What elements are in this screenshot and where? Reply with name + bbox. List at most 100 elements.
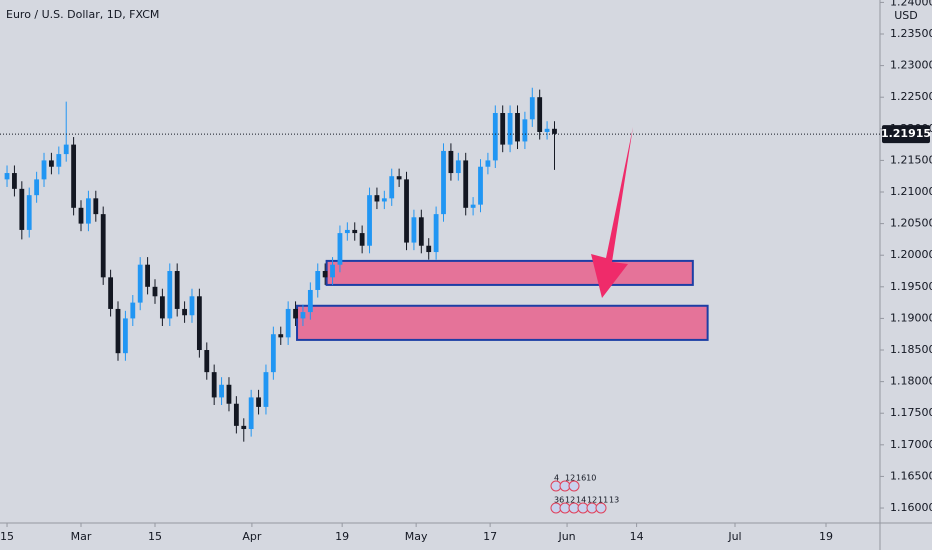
candle-body (441, 150, 446, 215)
candle-body (12, 173, 17, 189)
y-axis-label: USD (894, 9, 918, 22)
candle-body (182, 308, 187, 316)
candle-body (145, 264, 150, 287)
candle-body (78, 207, 84, 224)
candle-body (256, 397, 261, 407)
event-count: 36 (554, 496, 564, 505)
candle-body (189, 296, 195, 316)
x-tick-label: Jun (557, 530, 575, 543)
x-tick-label: 19 (819, 530, 833, 543)
candle-body (485, 160, 491, 167)
x-tick-label: Apr (242, 530, 262, 543)
candle-body (500, 113, 506, 145)
chart-title: Euro / U.S. Dollar, 1D, FXCM (6, 8, 159, 21)
candle-body (411, 217, 417, 243)
y-tick-label: 1.18500 (890, 343, 932, 356)
event-icon (568, 480, 580, 492)
arrow (591, 127, 633, 298)
event-count: 14 (576, 496, 586, 505)
candle-body (470, 204, 476, 208)
y-tick-label: 1.22500 (890, 90, 932, 103)
candle-body (478, 166, 483, 205)
candle-body (63, 144, 69, 155)
candle-body (41, 160, 47, 180)
candle-body (137, 264, 143, 303)
x-tick-label: Jul (727, 530, 741, 543)
x-tick-label: 15 (0, 530, 14, 543)
event-count: 12 (565, 474, 575, 483)
candle-body (515, 113, 520, 142)
candle-body (544, 128, 550, 132)
candle-body (344, 229, 350, 234)
y-tick-label: 1.20500 (890, 217, 932, 230)
y-tick-label: 1.19500 (890, 280, 932, 293)
candle-body (307, 289, 313, 313)
y-tick-label: 1.16500 (890, 469, 932, 482)
candle-body (529, 97, 535, 120)
y-tick-label: 1.24000 (890, 0, 932, 8)
candle-body (196, 296, 202, 351)
candle-body (19, 188, 25, 230)
y-tick-label: 1.21500 (890, 153, 932, 166)
candle-body (448, 150, 454, 174)
candle-body (359, 233, 365, 246)
candle-body (56, 154, 62, 167)
y-tick-label: 1.18000 (890, 375, 932, 388)
event-count: 1610 (576, 474, 596, 483)
candle-body (71, 144, 77, 208)
candle-body (159, 296, 165, 319)
candle-body (248, 397, 254, 430)
candle-body (211, 372, 217, 398)
candle-body (537, 97, 543, 132)
x-tick-label: Mar (71, 530, 92, 543)
candle-body (93, 198, 99, 215)
candle-body (315, 271, 321, 290)
last-price-label: 1.21915 (881, 127, 931, 140)
candle-body (226, 384, 232, 404)
candle-body (352, 229, 358, 234)
zone (325, 259, 694, 286)
candle-body (49, 160, 54, 167)
candle-body (86, 198, 91, 224)
y-tick-label: 1.23000 (890, 59, 932, 72)
x-tick-label: 19 (335, 530, 349, 543)
candle-body (507, 113, 513, 145)
y-tick-label: 1.17500 (890, 406, 932, 419)
candle-body (426, 245, 432, 253)
x-tick-label: 14 (630, 530, 644, 543)
candle-body (389, 176, 395, 199)
candle-body (455, 160, 461, 174)
y-tick-label: 1.23500 (890, 27, 932, 40)
candle-body (270, 334, 276, 373)
candle-body (463, 160, 469, 208)
x-tick-label: 17 (483, 530, 497, 543)
candle-body (278, 334, 284, 338)
candle-body (522, 119, 528, 142)
candle-body (174, 271, 180, 309)
event-count: 12 (587, 496, 597, 505)
y-tick-label: 1.21000 (890, 185, 932, 198)
candle-body (152, 286, 158, 297)
event-count: 13 (609, 496, 619, 505)
candle-body (381, 198, 387, 202)
candle-body (285, 308, 291, 338)
last-price-box (882, 125, 930, 144)
candle-body (322, 271, 328, 278)
event-icon (595, 502, 607, 514)
candle-body (26, 195, 32, 230)
candle-body (4, 173, 10, 180)
candle-body (34, 179, 40, 196)
candle-body (396, 176, 402, 180)
candle-body (300, 312, 306, 319)
x-tick-label: 15 (148, 530, 162, 543)
candle-body (552, 128, 557, 134)
candle-body (219, 384, 224, 398)
candle-body (233, 403, 239, 426)
candle-body (241, 425, 247, 430)
candle-body (130, 302, 136, 319)
y-tick-label: 1.17000 (890, 438, 932, 451)
candle-body (100, 214, 106, 278)
candle-body (204, 350, 210, 373)
candle-body (293, 308, 298, 319)
